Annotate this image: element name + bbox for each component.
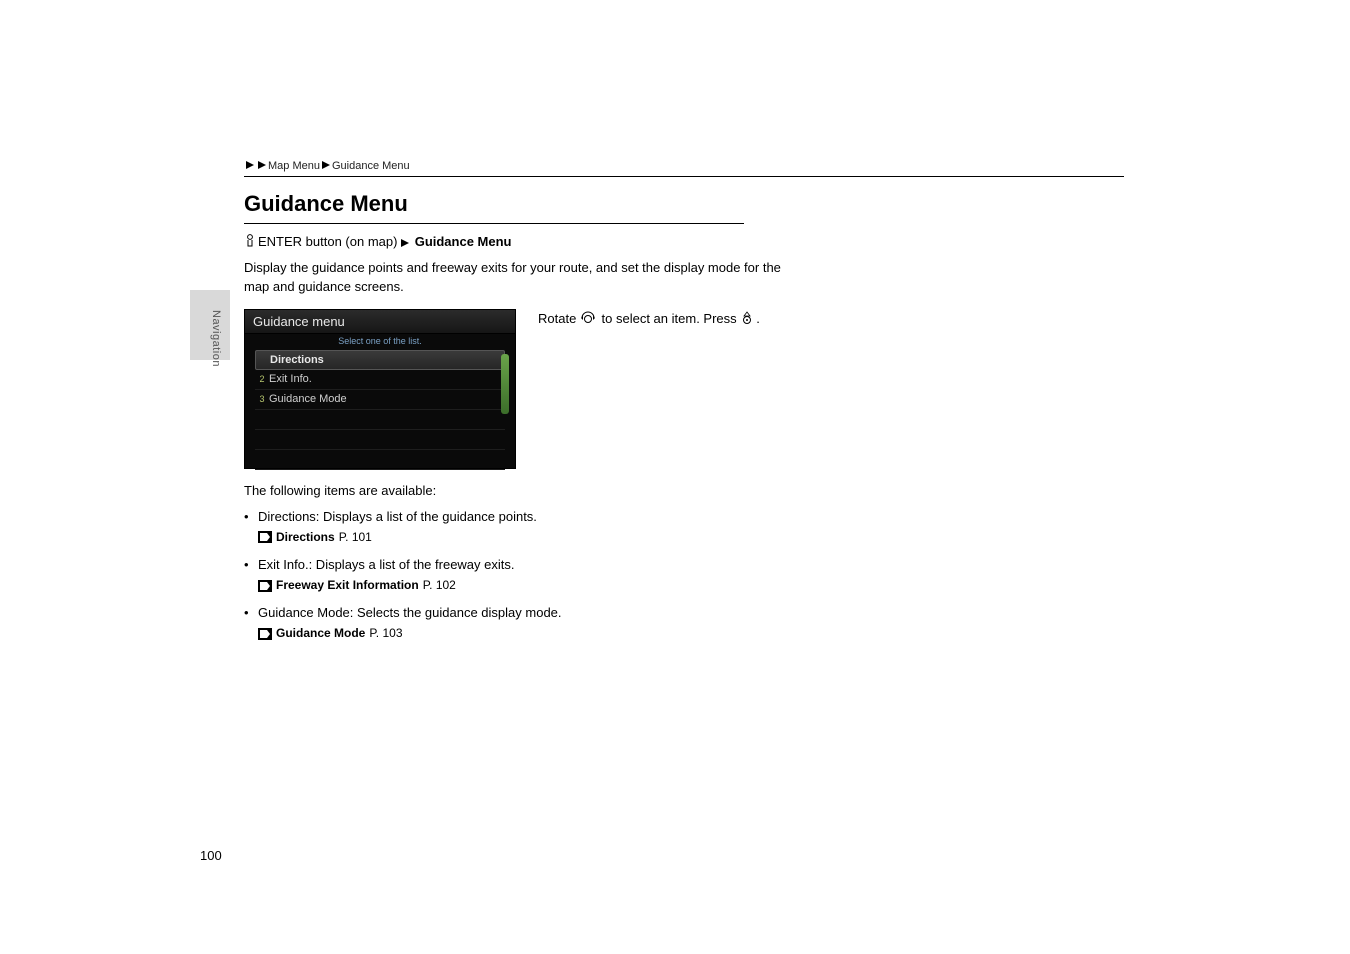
reference-page: P. 102 — [423, 577, 456, 594]
reference-title: Freeway Exit Information — [276, 577, 419, 594]
reference-icon — [258, 628, 272, 640]
screenshot-row: 2 Exit Info. — [255, 370, 505, 390]
page-content: Map Menu Guidance Menu Guidance Menu ENT… — [244, 160, 1124, 653]
reference-page: P. 101 — [339, 529, 372, 546]
triangle-icon — [246, 160, 254, 172]
intro-text: Display the guidance points and freeway … — [244, 259, 804, 297]
screenshot-row-num: 3 — [255, 394, 269, 404]
list-item: Directions: Displays a list of the guida… — [244, 508, 1124, 546]
reference-title: Directions — [276, 529, 335, 546]
press-button-icon — [740, 311, 754, 328]
available-items-line: The following items are available: — [244, 483, 1124, 498]
instruction-pre: Rotate — [538, 311, 580, 326]
path-suffix: Guidance Menu — [415, 234, 512, 249]
item-term: Guidance Mode — [258, 605, 350, 620]
reference-icon — [258, 531, 272, 543]
rotate-dial-icon — [580, 311, 596, 328]
screenshot-row-num: 2 — [255, 374, 269, 384]
item-term: Directions — [258, 509, 316, 524]
breadcrumb-item: Guidance Menu — [332, 160, 410, 172]
reference-title: Guidance Mode — [276, 625, 365, 642]
breadcrumb-item: Map Menu — [268, 160, 320, 172]
screenshot-row-label: Exit Info. — [269, 373, 312, 385]
item-desc: : Displays a list of the guidance points… — [316, 509, 537, 524]
screenshot-row: 3 Guidance Mode — [255, 390, 505, 410]
screenshot-scrollbar — [501, 354, 509, 414]
reference-page: P. 103 — [369, 625, 402, 642]
item-term: Exit Info. — [258, 557, 309, 572]
title-rule — [244, 223, 744, 224]
list-item: Exit Info.: Displays a list of the freew… — [244, 556, 1124, 594]
triangle-icon — [258, 160, 266, 172]
item-desc: : Displays a list of the freeway exits. — [309, 557, 515, 572]
triangle-icon — [401, 235, 409, 250]
list-item: Guidance Mode: Selects the guidance disp… — [244, 604, 1124, 642]
cross-reference: Freeway Exit Information P. 102 — [258, 577, 1124, 594]
side-section-label: Navigation — [210, 310, 222, 367]
screenshot-row — [255, 410, 505, 430]
reference-icon — [258, 580, 272, 592]
instruction-text: Rotate to select an item. Press . — [538, 309, 760, 328]
screenshot-subtitle: Select one of the list. — [245, 334, 515, 350]
divider — [244, 176, 1124, 177]
screenshot-row — [255, 430, 505, 450]
breadcrumb: Map Menu Guidance Menu — [244, 160, 1124, 172]
triangle-icon — [322, 160, 330, 172]
instruction-mid: to select an item. Press — [598, 311, 740, 326]
item-desc: : Selects the guidance display mode. — [350, 605, 562, 620]
screenshot-list: Directions 2 Exit Info. 3 Guidance Mode — [255, 350, 505, 470]
cross-reference: Guidance Mode P. 103 — [258, 625, 1124, 642]
screenshot-title: Guidance menu — [245, 310, 515, 334]
nav-path: ENTER button (on map) Guidance Menu — [244, 234, 1124, 251]
item-list: Directions: Displays a list of the guida… — [244, 508, 1124, 643]
instruction-post: . — [756, 311, 760, 326]
cross-reference: Directions P. 101 — [258, 529, 1124, 546]
section-title: Guidance Menu — [244, 191, 1124, 217]
path-prefix: ENTER button (on map) — [258, 234, 397, 249]
enter-button-icon — [244, 234, 256, 251]
screenshot-row — [255, 450, 505, 470]
device-screenshot: Guidance menu Select one of the list. Di… — [244, 309, 516, 469]
page-number: 100 — [200, 848, 222, 863]
figure-row: Guidance menu Select one of the list. Di… — [244, 309, 1124, 469]
screenshot-row-label: Guidance Mode — [269, 393, 347, 405]
screenshot-row: Directions — [255, 350, 505, 370]
screenshot-row-label: Directions — [270, 354, 324, 366]
